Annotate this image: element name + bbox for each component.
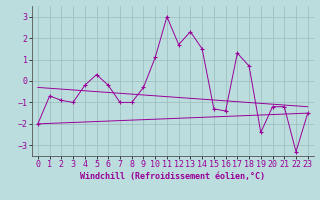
X-axis label: Windchill (Refroidissement éolien,°C): Windchill (Refroidissement éolien,°C) (80, 172, 265, 181)
